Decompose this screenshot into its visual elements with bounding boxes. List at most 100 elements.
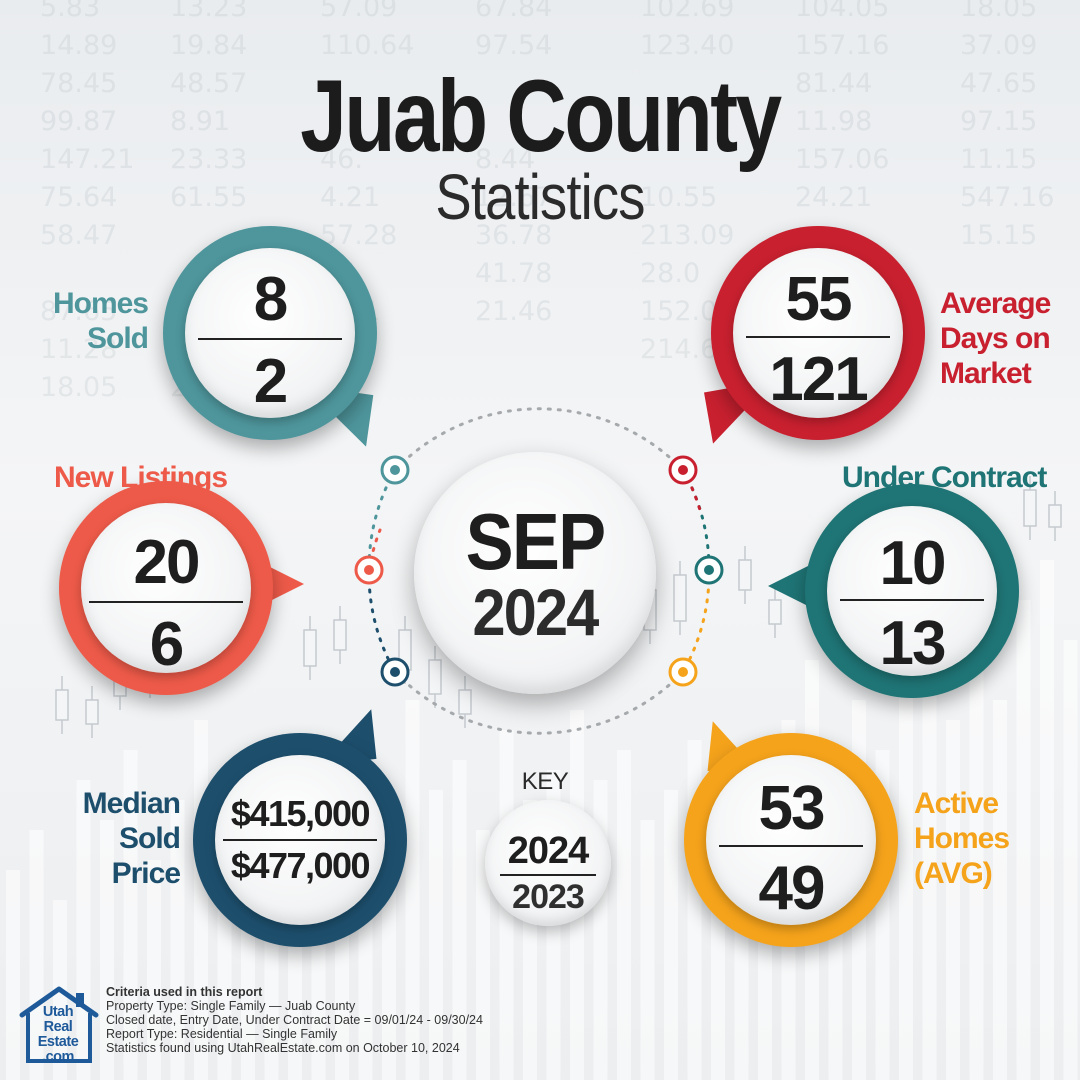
homes-sold-label: Homes Sold bbox=[40, 286, 149, 356]
background-number: 152.0 bbox=[640, 296, 718, 327]
node-orange-br bbox=[668, 657, 698, 687]
key-previous: 2023 bbox=[512, 878, 585, 916]
node-crimson-tr bbox=[668, 455, 698, 485]
background-number: 58.47 bbox=[40, 220, 118, 251]
logo-line4: .com bbox=[42, 1049, 74, 1065]
background-bar bbox=[1040, 560, 1054, 1080]
median-price-label-line1: Median bbox=[82, 787, 181, 820]
background-bar bbox=[899, 680, 913, 1080]
background-candle bbox=[333, 606, 347, 664]
homes-sold-bubble: 8 2 bbox=[163, 226, 377, 440]
median-price-previous: $477,000 bbox=[230, 845, 371, 886]
criteria-line: Report Type: Residential — Single Family bbox=[106, 1027, 338, 1041]
node-teal-tl bbox=[380, 455, 410, 485]
background-number: 19.84 bbox=[170, 30, 248, 61]
background-candle bbox=[55, 676, 69, 734]
node-navy-bl bbox=[380, 657, 410, 687]
median-price-label-line3: Price bbox=[111, 857, 181, 890]
under-contract-divider bbox=[840, 599, 984, 601]
background-number: 47.65 bbox=[960, 68, 1038, 99]
background-candle bbox=[673, 561, 687, 635]
background-number: 41.78 bbox=[475, 258, 553, 289]
background-number: 5.83 bbox=[40, 0, 101, 23]
background-candle bbox=[85, 686, 99, 738]
active-homes-label: Active Homes (AVG) bbox=[914, 786, 1054, 891]
background-number: 147.21 bbox=[40, 144, 135, 175]
background-number: 11.15 bbox=[960, 144, 1038, 175]
key-divider bbox=[500, 874, 596, 876]
background-number: 102.69 bbox=[640, 0, 735, 23]
background-number: 48.57 bbox=[170, 68, 248, 99]
background-bar bbox=[922, 620, 937, 1080]
key-current: 2024 bbox=[507, 830, 590, 872]
background-candle bbox=[303, 616, 317, 680]
background-number: 97.15 bbox=[960, 106, 1038, 137]
avg-days-label-line2: Days on bbox=[940, 322, 1051, 355]
criteria-line: Property Type: Single Family — Juab Coun… bbox=[106, 999, 356, 1013]
background-bar bbox=[452, 760, 467, 1080]
center-month: SEP bbox=[465, 497, 606, 586]
avg-days-divider bbox=[746, 336, 890, 338]
background-number: 81.44 bbox=[795, 68, 873, 99]
background-bar bbox=[1016, 600, 1031, 1080]
background-candle bbox=[458, 676, 472, 728]
background-number: 110.64 bbox=[320, 30, 415, 61]
background-number: 87.65 bbox=[40, 296, 118, 327]
homes-sold-previous: 2 bbox=[253, 347, 288, 416]
key-circle: 2024 2023 bbox=[485, 800, 611, 926]
logo-line1: Utah bbox=[42, 1004, 74, 1020]
page-title: Juab County bbox=[300, 59, 782, 173]
background-number: 4.21 bbox=[320, 182, 381, 213]
center-year: 2024 bbox=[472, 575, 600, 649]
background-number: 24.21 bbox=[795, 182, 873, 213]
active-homes-current: 53 bbox=[758, 774, 826, 843]
background-number: 8.91 bbox=[170, 106, 231, 137]
page-subtitle: Statistics bbox=[435, 161, 645, 233]
background-number: 10.55 bbox=[640, 182, 718, 213]
house-logo-icon bbox=[19, 986, 99, 1063]
background-number: 15.15 bbox=[960, 220, 1038, 251]
new-listings-previous: 6 bbox=[149, 610, 184, 679]
logo-line3: Estate bbox=[37, 1034, 79, 1050]
node-red-l bbox=[354, 555, 384, 585]
background-candle bbox=[1023, 476, 1037, 540]
background-number: 78.45 bbox=[40, 68, 118, 99]
homes-sold-label-line1: Homes bbox=[52, 287, 149, 320]
background-number: 18.05 bbox=[40, 372, 118, 403]
new-listings-divider bbox=[89, 601, 243, 603]
background-number: 547.16 bbox=[960, 182, 1055, 213]
median-price-label-line2: Sold bbox=[119, 822, 181, 855]
background-number: 99.87 bbox=[40, 106, 118, 137]
background-number: 123.40 bbox=[640, 30, 735, 61]
background-number: 157.16 bbox=[795, 30, 890, 61]
active-homes-label-line3: (AVG) bbox=[914, 857, 993, 890]
background-bar bbox=[993, 700, 1007, 1080]
background-number: 13.23 bbox=[170, 0, 248, 23]
background-number: 157.06 bbox=[795, 144, 890, 175]
background-number: 8.44 bbox=[475, 144, 536, 175]
median-price-current: $415,000 bbox=[230, 793, 371, 834]
new-listings-current: 20 bbox=[133, 528, 201, 597]
background-number: 36.78 bbox=[475, 220, 553, 251]
background-number: 23.33 bbox=[170, 144, 248, 175]
background-number: 97.54 bbox=[475, 30, 553, 61]
background-candle bbox=[738, 546, 752, 604]
background-number: 21.46 bbox=[475, 296, 553, 327]
background-number: 104.05 bbox=[795, 0, 890, 23]
background-number: 214.6 bbox=[640, 334, 718, 365]
background-bar bbox=[640, 820, 655, 1080]
background-number: 213.09 bbox=[640, 220, 735, 251]
background-bar bbox=[476, 830, 490, 1080]
background-number: 37.09 bbox=[960, 30, 1038, 61]
homes-sold-current: 8 bbox=[253, 265, 288, 334]
criteria-block: Criteria used in this report Property Ty… bbox=[106, 985, 483, 1055]
background-bar bbox=[29, 830, 44, 1080]
background-number: 11.98 bbox=[795, 106, 873, 137]
active-homes-bubble: 53 49 bbox=[684, 733, 898, 947]
under-contract-label: Under Contract bbox=[842, 460, 1072, 495]
background-candles bbox=[55, 476, 1062, 738]
median-price-bubble: $415,000 $477,000 bbox=[193, 733, 407, 947]
active-homes-previous: 49 bbox=[758, 854, 826, 923]
background-bar bbox=[170, 800, 185, 1080]
